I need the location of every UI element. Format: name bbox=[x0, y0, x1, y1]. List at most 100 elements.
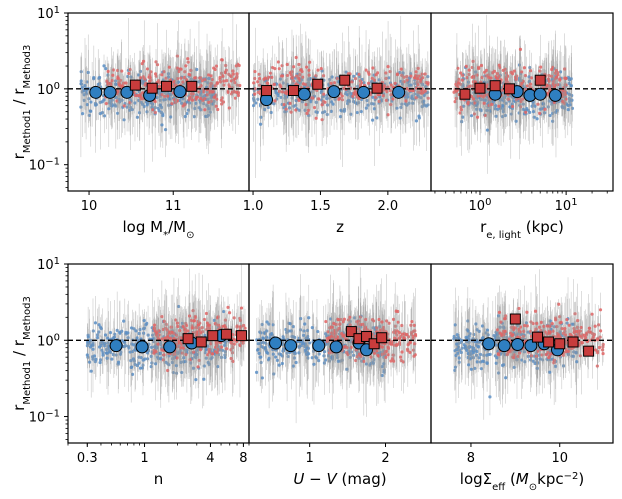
data-point bbox=[203, 333, 207, 338]
data-point bbox=[192, 319, 196, 323]
data-point bbox=[316, 68, 320, 72]
data-point bbox=[210, 352, 214, 356]
data-point bbox=[178, 67, 182, 71]
data-point bbox=[239, 306, 244, 310]
data-point bbox=[166, 94, 170, 98]
data-point bbox=[183, 114, 187, 119]
data-point bbox=[391, 97, 395, 101]
data-point bbox=[528, 110, 532, 114]
data-point bbox=[235, 90, 239, 94]
data-point bbox=[184, 64, 188, 68]
data-point bbox=[235, 72, 239, 76]
data-point bbox=[112, 336, 116, 340]
data-point bbox=[371, 95, 375, 99]
data-point bbox=[172, 337, 176, 341]
data-point bbox=[280, 90, 284, 94]
data-point bbox=[282, 103, 286, 107]
data-point bbox=[142, 318, 146, 323]
blue-binned-marker bbox=[392, 85, 406, 99]
data-point bbox=[285, 62, 289, 67]
data-point bbox=[323, 100, 327, 104]
data-point bbox=[482, 101, 486, 105]
red-binned-marker bbox=[489, 80, 501, 92]
data-point bbox=[143, 83, 147, 87]
data-point bbox=[103, 333, 108, 337]
data-point bbox=[294, 108, 298, 112]
data-point bbox=[457, 81, 461, 85]
data-point bbox=[129, 326, 134, 330]
red-binned-marker bbox=[195, 336, 207, 348]
data-point bbox=[256, 90, 260, 94]
data-point bbox=[141, 59, 146, 63]
red-binned-marker bbox=[160, 80, 172, 92]
data-point bbox=[178, 328, 182, 333]
data-point bbox=[332, 81, 336, 85]
data-point bbox=[105, 356, 109, 360]
data-point bbox=[95, 335, 100, 340]
data-point bbox=[101, 353, 105, 357]
data-point bbox=[209, 74, 213, 78]
data-point bbox=[396, 72, 400, 76]
data-point bbox=[459, 71, 463, 75]
data-point bbox=[88, 345, 93, 349]
data-point bbox=[186, 329, 190, 333]
data-point bbox=[213, 67, 217, 72]
data-point bbox=[110, 104, 114, 108]
data-point bbox=[288, 101, 292, 105]
data-point bbox=[135, 336, 139, 340]
data-point bbox=[283, 91, 287, 95]
data-point bbox=[550, 67, 554, 72]
data-point bbox=[274, 91, 278, 95]
data-point bbox=[265, 81, 269, 85]
data-point bbox=[464, 64, 468, 68]
data-point bbox=[179, 76, 183, 80]
data-point bbox=[116, 76, 120, 80]
data-point bbox=[364, 68, 368, 72]
data-point bbox=[352, 74, 356, 78]
data-point bbox=[206, 73, 211, 77]
data-point bbox=[195, 330, 199, 334]
x-axis-label: re, light (kpc) bbox=[480, 218, 564, 241]
data-point bbox=[128, 350, 132, 354]
data-point bbox=[292, 65, 296, 69]
x-axis-label: n bbox=[154, 470, 164, 488]
data-point bbox=[350, 80, 354, 84]
data-point bbox=[80, 85, 84, 90]
data-point bbox=[417, 114, 421, 118]
data-point bbox=[194, 378, 198, 382]
x-tick-label: 8 bbox=[239, 451, 247, 466]
data-point bbox=[322, 92, 326, 96]
data-point bbox=[518, 47, 523, 52]
data-point bbox=[225, 79, 229, 83]
data-point bbox=[144, 323, 148, 327]
data-point bbox=[182, 75, 187, 80]
data-point bbox=[218, 75, 222, 80]
red-binned-marker bbox=[474, 82, 486, 94]
data-point bbox=[409, 74, 413, 78]
data-point bbox=[290, 76, 294, 80]
data-point bbox=[374, 95, 378, 99]
data-point bbox=[192, 350, 196, 354]
data-point bbox=[469, 94, 474, 99]
blue-binned-marker bbox=[109, 339, 123, 353]
data-point bbox=[421, 76, 425, 80]
data-point bbox=[80, 112, 85, 116]
data-point bbox=[191, 326, 195, 330]
data-point bbox=[554, 75, 559, 79]
data-point bbox=[219, 345, 224, 349]
blue-binned-marker bbox=[89, 85, 103, 99]
red-binned-marker bbox=[186, 80, 198, 92]
data-point bbox=[98, 325, 102, 329]
data-point bbox=[414, 70, 418, 74]
data-point bbox=[294, 55, 298, 60]
data-point bbox=[219, 98, 223, 102]
data-point bbox=[115, 328, 119, 332]
data-point bbox=[408, 88, 412, 93]
data-point bbox=[104, 101, 108, 106]
data-point bbox=[279, 85, 283, 89]
data-point bbox=[214, 104, 218, 108]
data-point bbox=[216, 315, 220, 319]
data-point bbox=[329, 100, 334, 104]
data-point bbox=[296, 76, 301, 80]
data-point bbox=[160, 123, 164, 127]
